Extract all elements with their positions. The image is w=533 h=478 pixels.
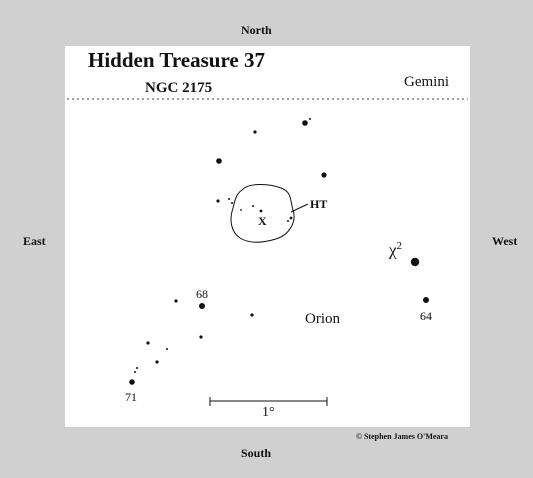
east-label: East	[23, 234, 46, 248]
cluster-mark: X	[258, 214, 267, 228]
star	[216, 158, 222, 164]
nebula-outline	[230, 184, 295, 243]
star	[216, 199, 220, 203]
constellation-gemini: Gemini	[404, 74, 449, 90]
star	[252, 205, 254, 207]
star-chi2	[410, 257, 420, 267]
star	[228, 198, 230, 200]
star	[259, 209, 263, 213]
star	[199, 335, 203, 339]
star-71	[129, 379, 135, 385]
star-68-label: 68	[196, 287, 208, 301]
star	[174, 299, 178, 303]
constellation-orion: Orion	[305, 311, 340, 327]
star	[287, 220, 289, 222]
chi2-label: χ2	[389, 240, 402, 261]
ht-label: HT	[310, 197, 328, 211]
star-64-label: 64	[420, 309, 432, 323]
scale-bar	[209, 397, 328, 406]
star	[240, 209, 242, 211]
stars	[129, 118, 429, 385]
star-68	[199, 303, 205, 309]
star	[166, 348, 168, 350]
star	[231, 202, 233, 204]
star	[155, 360, 159, 364]
west-label: West	[492, 234, 518, 248]
south-label: South	[241, 446, 272, 460]
star	[250, 313, 254, 317]
star	[253, 130, 257, 134]
star	[302, 120, 308, 126]
page-title: Hidden Treasure 37	[88, 48, 265, 72]
star-71-label: 71	[125, 390, 137, 404]
star	[146, 341, 150, 345]
star	[309, 118, 311, 120]
ht-leader-line	[290, 203, 309, 213]
star	[321, 172, 327, 178]
north-label: North	[241, 23, 272, 37]
scale-label: 1°	[262, 405, 275, 420]
star-64	[423, 297, 429, 303]
object-name: NGC 2175	[145, 80, 213, 96]
star	[289, 216, 293, 220]
chi-base: χ	[389, 240, 397, 260]
copyright-credit: © Stephen James O'Meara	[356, 432, 448, 441]
chart-panel	[65, 46, 470, 427]
chi-exponent: 2	[396, 240, 403, 252]
star	[136, 367, 138, 369]
star	[134, 371, 136, 373]
